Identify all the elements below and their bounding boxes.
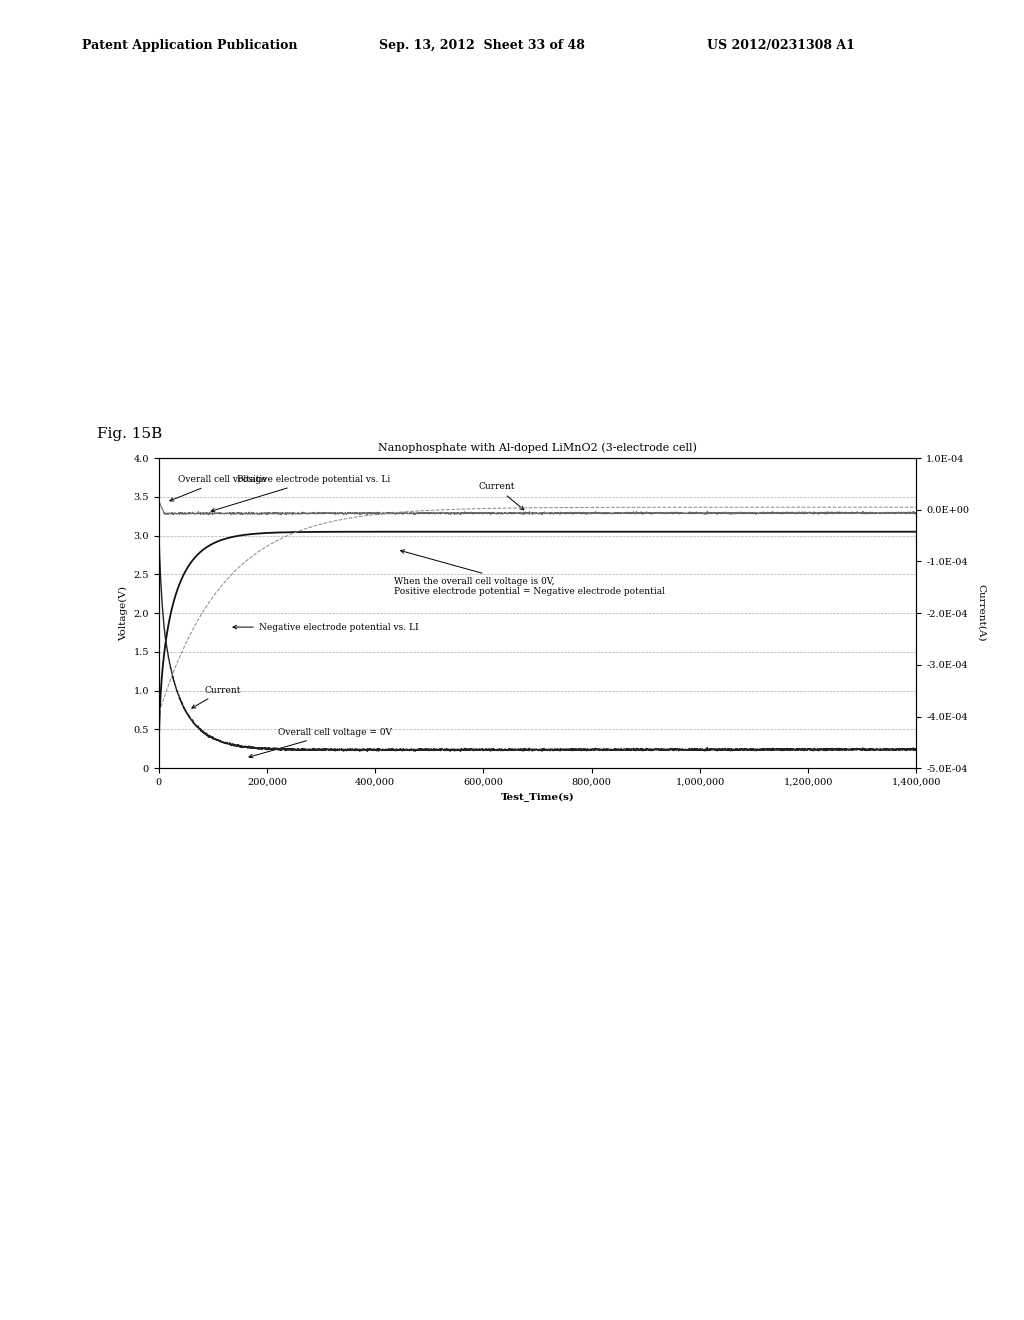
X-axis label: Test_Time(s): Test_Time(s) (501, 792, 574, 801)
Y-axis label: Current(A): Current(A) (977, 585, 986, 642)
Text: When the overall cell voltage is 0V,
Positive electrode potential = Negative ele: When the overall cell voltage is 0V, Pos… (394, 550, 665, 597)
Text: Sep. 13, 2012  Sheet 33 of 48: Sep. 13, 2012 Sheet 33 of 48 (379, 38, 585, 51)
Text: Current: Current (478, 482, 524, 510)
Text: Negative electrode potential vs. LI: Negative electrode potential vs. LI (232, 623, 419, 631)
Text: Current: Current (191, 685, 242, 708)
Text: Overall cell voltage = 0V: Overall cell voltage = 0V (249, 729, 392, 758)
Text: Fig. 15B: Fig. 15B (97, 428, 163, 441)
Title: Nanophosphate with Al-doped LiMnO2 (3-electrode cell): Nanophosphate with Al-doped LiMnO2 (3-el… (378, 442, 697, 453)
Text: US 2012/0231308 A1: US 2012/0231308 A1 (707, 38, 854, 51)
Text: Overall cell voltage: Overall cell voltage (170, 475, 266, 502)
Y-axis label: Voltage(V): Voltage(V) (119, 586, 128, 640)
Text: Positive electrode potential vs. Li: Positive electrode potential vs. Li (211, 475, 390, 512)
Text: Patent Application Publication: Patent Application Publication (82, 38, 297, 51)
